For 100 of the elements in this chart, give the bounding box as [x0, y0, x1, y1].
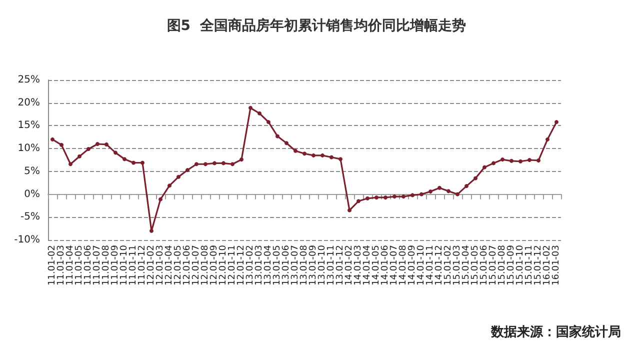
point — [104, 142, 108, 146]
x-tick-label: 14.01-11 — [426, 245, 436, 286]
y-tick-label: 20% — [18, 97, 40, 108]
x-tick-label: 12.01-02 — [146, 245, 156, 286]
x-tick-label: 12.01-12 — [236, 245, 246, 286]
point — [122, 157, 126, 162]
x-tick-label: 15.01-02 — [444, 245, 454, 286]
x-tick-label: 15.01-10 — [516, 244, 526, 286]
x-tick-label: 14.01-10 — [416, 244, 426, 286]
x-tick-label: 15.01-09 — [506, 244, 516, 286]
point — [194, 162, 198, 166]
x-tick-label: 15.01-04 — [462, 244, 472, 286]
point — [168, 184, 172, 188]
x-tick-label: 12.01-03 — [156, 245, 166, 286]
point — [474, 176, 478, 180]
x-tick-label: 11.01-11 — [128, 245, 138, 286]
point — [402, 194, 406, 199]
x-tick-label: 13.01-05 — [272, 245, 282, 286]
x-tick-label: 14.01-08 — [398, 244, 408, 286]
point — [420, 192, 424, 196]
x-tick-label: 16.01-03 — [552, 245, 562, 286]
x-tick-label: 12.01-06 — [182, 244, 192, 286]
x-tick-label: 12.01-07 — [192, 245, 202, 286]
x-tick-label: 14.01-12 — [434, 245, 444, 286]
y-tick-label: 25% — [18, 74, 40, 86]
point — [528, 158, 532, 162]
point — [384, 195, 388, 200]
point — [266, 120, 270, 124]
x-tick-label: 12.01-08 — [200, 244, 210, 286]
point — [320, 153, 324, 158]
y-tick-label: 15% — [18, 120, 40, 132]
x-tick-label: 15.01-08 — [498, 244, 508, 286]
point — [374, 195, 378, 200]
point — [176, 174, 180, 179]
x-tick-label: 11.01-05 — [74, 245, 84, 286]
point — [248, 106, 252, 110]
point — [330, 155, 334, 160]
point — [276, 134, 280, 138]
x-tick-label: 13.01-12 — [336, 245, 346, 286]
x-tick-label: 13.01-02 — [246, 245, 256, 286]
point — [438, 186, 442, 190]
point — [500, 158, 504, 162]
x-tick-label: 13.01-08 — [300, 244, 310, 286]
point — [348, 208, 352, 212]
point — [446, 189, 450, 194]
point — [186, 168, 190, 172]
source-note: 数据来源：国家统计局 — [490, 324, 621, 340]
x-tick-label: 15.01-03 — [452, 245, 462, 286]
point — [230, 162, 234, 166]
y-tick-label: 5% — [24, 166, 40, 177]
point — [222, 161, 226, 166]
x-tick-label: 13.01-11 — [326, 245, 336, 286]
x-tick-label: 12.01-11 — [228, 245, 238, 286]
point — [312, 153, 316, 158]
point — [510, 158, 514, 163]
point — [114, 150, 118, 155]
x-tick-label: 13.01-09 — [308, 244, 318, 286]
point — [464, 184, 468, 188]
y-tick-label: 0% — [24, 188, 40, 200]
point — [140, 160, 144, 165]
point — [158, 197, 162, 202]
point — [258, 111, 262, 116]
point — [284, 141, 288, 146]
point — [150, 228, 154, 233]
point — [50, 137, 54, 142]
x-tick-label: 16.01-02 — [542, 245, 552, 286]
x-tick-label: 11.01-03 — [56, 245, 66, 286]
point — [132, 160, 136, 165]
x-tick-label: 14.01-05 — [372, 245, 382, 286]
point — [60, 142, 64, 147]
x-tick-label: 14.01-04 — [362, 244, 372, 286]
point — [78, 154, 82, 158]
point — [410, 193, 414, 198]
x-tick-label: 12.01-04 — [164, 244, 174, 286]
point — [492, 161, 496, 166]
chart-title: 图5 全国商品房年初累计销售均价同比增幅走势 — [166, 17, 466, 34]
point — [546, 137, 550, 142]
point — [554, 120, 558, 124]
x-tick-label: 14.01-07 — [390, 245, 400, 286]
point — [338, 157, 342, 162]
x-tick-label: 13.01-06 — [282, 244, 292, 286]
x-tick-label: 12.01-10 — [218, 244, 228, 286]
x-tick-label: 15.01-06 — [480, 244, 490, 286]
x-tick-label: 11.01-08 — [102, 244, 112, 286]
x-tick-label: 12.01-05 — [174, 245, 184, 286]
x-tick-label: 14.01-09 — [408, 244, 418, 286]
point — [86, 147, 90, 152]
x-tick-label: 14.01-03 — [354, 245, 364, 286]
x-tick-label: 13.01-07 — [290, 245, 300, 286]
point — [456, 192, 460, 196]
x-tick-label: 15.01-07 — [488, 245, 498, 286]
x-tick-label: 13.01-04 — [264, 244, 274, 286]
x-tick-label: 11.01-02 — [48, 245, 58, 286]
x-tick-label: 12.01-09 — [210, 244, 220, 286]
y-tick-label: -5% — [20, 212, 40, 223]
x-tick-label: 14.01-06 — [380, 244, 390, 286]
x-tick-label: 14.01-02 — [344, 245, 354, 286]
point — [356, 199, 360, 204]
point — [240, 158, 244, 162]
point — [204, 162, 208, 166]
